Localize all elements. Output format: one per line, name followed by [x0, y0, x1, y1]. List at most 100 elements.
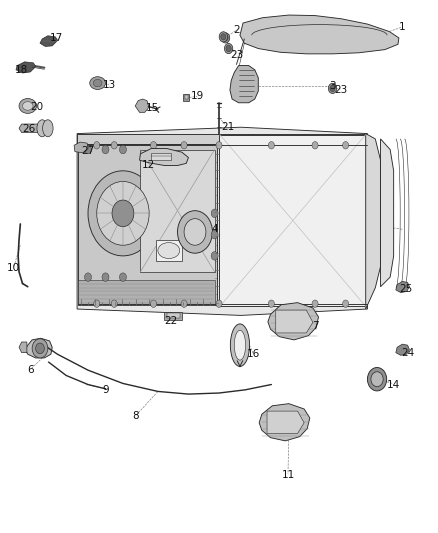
Ellipse shape: [343, 142, 349, 149]
Text: 16: 16: [247, 349, 261, 359]
Text: 2: 2: [233, 25, 240, 35]
Ellipse shape: [328, 83, 337, 93]
Text: 27: 27: [81, 146, 95, 156]
Text: 21: 21: [221, 122, 234, 132]
Ellipse shape: [226, 45, 231, 52]
Ellipse shape: [97, 181, 149, 245]
Text: 8: 8: [133, 411, 139, 422]
Ellipse shape: [223, 35, 228, 41]
Polygon shape: [40, 36, 57, 46]
Ellipse shape: [367, 368, 387, 391]
Text: 12: 12: [141, 160, 155, 171]
Ellipse shape: [158, 243, 180, 259]
Ellipse shape: [94, 300, 100, 308]
Ellipse shape: [268, 142, 275, 149]
Polygon shape: [381, 139, 394, 287]
Ellipse shape: [102, 273, 109, 281]
Text: 14: 14: [387, 379, 400, 390]
Ellipse shape: [85, 273, 92, 281]
Text: 26: 26: [22, 124, 36, 134]
Ellipse shape: [312, 300, 318, 308]
Polygon shape: [77, 127, 367, 316]
Polygon shape: [141, 150, 215, 272]
Polygon shape: [396, 281, 410, 293]
Ellipse shape: [221, 33, 230, 43]
Ellipse shape: [184, 219, 206, 245]
Polygon shape: [155, 240, 182, 261]
Ellipse shape: [216, 300, 222, 308]
Ellipse shape: [211, 209, 218, 217]
Ellipse shape: [37, 120, 47, 137]
Ellipse shape: [120, 273, 127, 281]
Ellipse shape: [111, 300, 117, 308]
Ellipse shape: [181, 142, 187, 149]
Polygon shape: [268, 303, 318, 340]
Text: 23: 23: [335, 85, 348, 95]
Ellipse shape: [93, 79, 102, 87]
Polygon shape: [151, 153, 171, 160]
Text: 20: 20: [30, 102, 43, 112]
Ellipse shape: [211, 230, 218, 239]
Polygon shape: [366, 134, 381, 309]
Polygon shape: [140, 149, 188, 165]
Polygon shape: [78, 280, 215, 305]
Ellipse shape: [111, 142, 117, 149]
Text: 22: 22: [164, 316, 177, 326]
Ellipse shape: [150, 142, 156, 149]
Ellipse shape: [216, 142, 222, 149]
Ellipse shape: [22, 102, 33, 110]
Polygon shape: [74, 142, 88, 153]
Polygon shape: [240, 15, 399, 54]
Polygon shape: [78, 144, 217, 305]
Text: 1: 1: [399, 22, 406, 33]
Text: 24: 24: [401, 348, 414, 358]
Ellipse shape: [343, 300, 349, 308]
Ellipse shape: [330, 85, 335, 92]
Ellipse shape: [224, 43, 233, 54]
Ellipse shape: [85, 146, 92, 154]
Polygon shape: [259, 403, 310, 441]
Polygon shape: [219, 135, 366, 306]
Ellipse shape: [181, 300, 187, 308]
Ellipse shape: [234, 330, 246, 360]
Polygon shape: [267, 411, 304, 433]
Ellipse shape: [230, 324, 250, 367]
Polygon shape: [276, 310, 313, 333]
Ellipse shape: [221, 34, 226, 40]
Text: 3: 3: [329, 81, 336, 91]
Ellipse shape: [219, 32, 228, 42]
Ellipse shape: [102, 146, 109, 154]
Text: 23: 23: [230, 50, 243, 60]
Text: 6: 6: [27, 365, 34, 375]
Text: 15: 15: [146, 103, 159, 113]
Polygon shape: [19, 124, 40, 133]
Polygon shape: [16, 62, 35, 73]
Text: 19: 19: [191, 91, 204, 101]
Ellipse shape: [112, 200, 134, 227]
Text: 10: 10: [7, 263, 19, 272]
Text: 17: 17: [50, 33, 63, 43]
Text: 18: 18: [15, 65, 28, 75]
Ellipse shape: [32, 339, 48, 358]
Ellipse shape: [42, 120, 53, 137]
Ellipse shape: [312, 142, 318, 149]
Ellipse shape: [35, 343, 44, 354]
Text: 9: 9: [102, 385, 109, 395]
Polygon shape: [184, 95, 188, 99]
Polygon shape: [230, 66, 258, 103]
Ellipse shape: [19, 99, 36, 114]
Ellipse shape: [268, 300, 275, 308]
Ellipse shape: [371, 372, 383, 386]
Polygon shape: [25, 338, 52, 358]
Polygon shape: [19, 342, 27, 353]
Ellipse shape: [94, 142, 100, 149]
Text: 7: 7: [312, 321, 318, 331]
Ellipse shape: [90, 77, 106, 90]
Text: 11: 11: [282, 470, 296, 480]
Ellipse shape: [211, 252, 218, 260]
Ellipse shape: [120, 146, 127, 154]
Text: 25: 25: [399, 284, 413, 294]
Polygon shape: [135, 99, 149, 112]
Polygon shape: [183, 94, 189, 101]
Polygon shape: [166, 313, 180, 318]
